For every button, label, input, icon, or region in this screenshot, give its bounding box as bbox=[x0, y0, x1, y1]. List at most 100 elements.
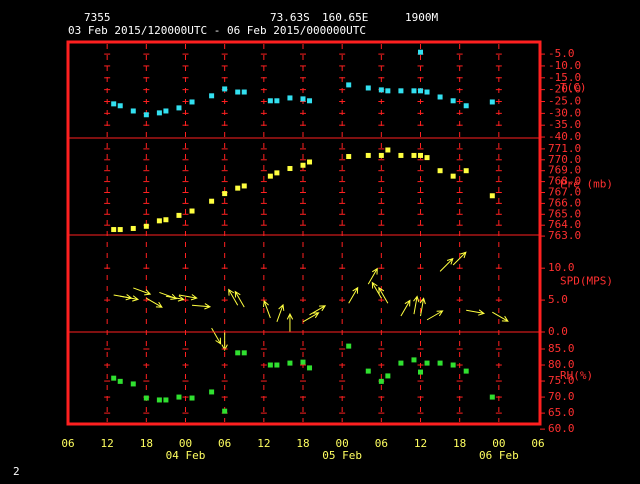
data-point bbox=[267, 98, 273, 104]
y-tick-label: -5.0 bbox=[548, 47, 575, 60]
y-tick-label: 0.0 bbox=[548, 325, 568, 338]
x-tick-label: 12 bbox=[414, 437, 427, 450]
data-point bbox=[489, 99, 495, 105]
data-point bbox=[450, 173, 456, 179]
wind-arrow bbox=[191, 303, 212, 310]
data-point bbox=[424, 89, 430, 95]
data-point bbox=[267, 173, 273, 179]
data-point bbox=[411, 357, 417, 363]
y-tick-label: 75.0 bbox=[548, 374, 575, 387]
wind-arrow bbox=[133, 287, 152, 296]
data-point bbox=[235, 89, 241, 95]
page-number: 2 bbox=[13, 465, 20, 478]
data-point bbox=[437, 168, 443, 174]
day-label: 04 Feb bbox=[166, 449, 206, 462]
data-point bbox=[300, 359, 306, 365]
data-point bbox=[365, 368, 371, 374]
panel-label: T(C) bbox=[560, 81, 587, 94]
y-tick-label: 767.0 bbox=[548, 185, 581, 198]
data-point bbox=[287, 95, 293, 101]
day-label: 06 Feb bbox=[479, 449, 519, 462]
y-tick-label: -20.0 bbox=[548, 83, 581, 96]
data-point bbox=[235, 350, 241, 356]
data-point bbox=[163, 397, 169, 403]
x-tick-label: 06 bbox=[61, 437, 74, 450]
y-tick-label: -40.0 bbox=[548, 130, 581, 143]
data-point bbox=[385, 373, 391, 379]
wind-arrow bbox=[309, 305, 327, 316]
wind-arrow bbox=[348, 286, 359, 304]
data-point bbox=[287, 360, 293, 366]
wind-arrow bbox=[221, 332, 228, 352]
day-label: 05 Feb bbox=[322, 449, 362, 462]
data-point bbox=[209, 198, 215, 204]
wind-arrow bbox=[371, 281, 382, 299]
data-point bbox=[463, 168, 469, 174]
data-point bbox=[463, 368, 469, 374]
y-tick-label: 10.0 bbox=[548, 261, 575, 274]
data-point bbox=[365, 152, 371, 158]
x-tick-label: 00 bbox=[179, 437, 192, 450]
wind-arrow bbox=[178, 294, 198, 301]
data-point bbox=[130, 225, 136, 231]
wind-arrow bbox=[262, 300, 271, 319]
data-point bbox=[489, 394, 495, 400]
data-point bbox=[398, 360, 404, 366]
y-tick-label: 764.0 bbox=[548, 218, 581, 231]
data-point bbox=[437, 94, 443, 100]
y-tick-label: 768.0 bbox=[548, 175, 581, 188]
data-point bbox=[307, 159, 313, 165]
y-tick-label: 769.0 bbox=[548, 164, 581, 177]
data-point bbox=[424, 155, 430, 161]
wind-arrow bbox=[211, 327, 222, 345]
data-point bbox=[189, 208, 195, 214]
data-point bbox=[241, 350, 247, 356]
data-point bbox=[130, 108, 136, 114]
data-point bbox=[176, 212, 182, 218]
y-tick-label: 5.0 bbox=[548, 293, 568, 306]
wind-arrow bbox=[286, 312, 294, 332]
wind-arrow bbox=[492, 311, 509, 322]
data-point bbox=[156, 110, 162, 116]
data-point bbox=[300, 162, 306, 168]
data-point bbox=[450, 98, 456, 104]
y-tick-label: 65.0 bbox=[548, 406, 575, 419]
data-point bbox=[398, 152, 404, 158]
y-tick-label: 770.0 bbox=[548, 153, 581, 166]
y-tick-label: 766.0 bbox=[548, 196, 581, 209]
data-point bbox=[365, 85, 371, 91]
wind-arrow bbox=[426, 310, 444, 321]
wind-arrow bbox=[165, 295, 185, 302]
x-tick-label: 18 bbox=[140, 437, 153, 450]
data-point bbox=[267, 362, 273, 368]
plot-frame bbox=[66, 40, 542, 426]
data-point bbox=[418, 88, 423, 94]
x-tick-label: 06 bbox=[375, 437, 388, 450]
y-tick-label: -10.0 bbox=[548, 59, 581, 72]
data-point bbox=[418, 369, 423, 375]
data-point bbox=[378, 87, 384, 93]
data-point bbox=[418, 49, 423, 55]
station-id: 7355 bbox=[84, 11, 111, 24]
data-point bbox=[411, 152, 417, 158]
data-point bbox=[163, 108, 169, 114]
y-tick-label: 70.0 bbox=[548, 390, 575, 403]
x-tick-label: 18 bbox=[453, 437, 466, 450]
data-point bbox=[489, 193, 495, 199]
data-point bbox=[385, 147, 391, 153]
data-point bbox=[378, 378, 384, 384]
y-tick-label: 60.0 bbox=[548, 422, 575, 435]
data-point bbox=[450, 362, 456, 368]
data-point bbox=[378, 152, 384, 158]
data-point bbox=[274, 362, 280, 368]
data-point bbox=[241, 89, 247, 95]
wind-arrow bbox=[302, 312, 320, 323]
wind-arrow bbox=[413, 295, 420, 315]
data-point bbox=[156, 397, 162, 403]
x-tick-label: 06 bbox=[218, 437, 231, 450]
data-point bbox=[346, 154, 352, 160]
data-point bbox=[418, 152, 423, 158]
data-point bbox=[398, 88, 404, 94]
data-point bbox=[156, 218, 162, 224]
